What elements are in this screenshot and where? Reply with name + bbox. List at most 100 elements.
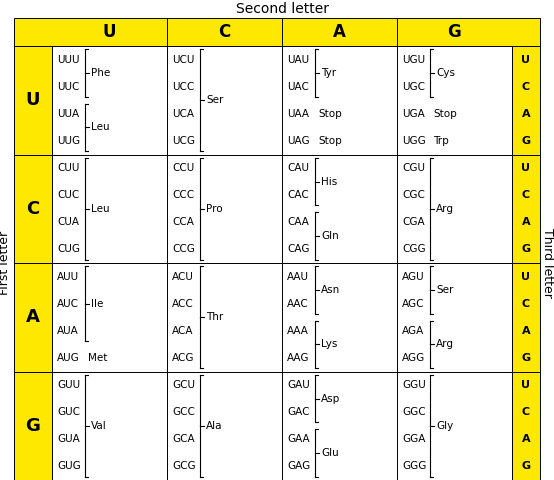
Text: CAA: CAA bbox=[287, 217, 309, 228]
Text: A: A bbox=[522, 217, 530, 228]
Text: UAA: UAA bbox=[287, 109, 309, 119]
Text: Phe: Phe bbox=[91, 68, 110, 78]
Text: First letter: First letter bbox=[0, 231, 12, 295]
Text: Ser: Ser bbox=[206, 95, 223, 105]
Text: AGU: AGU bbox=[402, 272, 424, 282]
Text: Ser: Ser bbox=[436, 285, 453, 295]
Text: Stop: Stop bbox=[318, 136, 342, 146]
Text: Tyr: Tyr bbox=[321, 68, 336, 78]
Text: CUC: CUC bbox=[57, 190, 79, 200]
Text: U: U bbox=[521, 55, 531, 65]
Text: UGC: UGC bbox=[402, 82, 425, 92]
Bar bbox=[14, 155, 52, 263]
Text: UAG: UAG bbox=[287, 136, 310, 146]
Text: UUA: UUA bbox=[57, 109, 79, 119]
Bar bbox=[512, 263, 540, 372]
Text: AUC: AUC bbox=[57, 299, 79, 309]
Bar bbox=[282, 372, 397, 480]
Bar bbox=[14, 18, 540, 46]
Text: AUG: AUG bbox=[57, 353, 80, 363]
Text: Pro: Pro bbox=[206, 204, 223, 214]
Bar bbox=[512, 155, 540, 263]
Text: CAU: CAU bbox=[287, 163, 309, 173]
Text: UGA: UGA bbox=[402, 109, 425, 119]
Text: Trp: Trp bbox=[433, 136, 449, 146]
Text: UCG: UCG bbox=[172, 136, 195, 146]
Text: AGA: AGA bbox=[402, 326, 424, 336]
Text: G: G bbox=[521, 136, 531, 146]
Text: GCU: GCU bbox=[172, 380, 195, 390]
Text: Glu: Glu bbox=[321, 448, 338, 458]
Text: U: U bbox=[521, 380, 531, 390]
Text: AAU: AAU bbox=[287, 272, 309, 282]
Text: A: A bbox=[522, 434, 530, 444]
Text: CCC: CCC bbox=[172, 190, 194, 200]
Text: CCU: CCU bbox=[172, 163, 194, 173]
Text: Cys: Cys bbox=[436, 68, 455, 78]
Text: ACG: ACG bbox=[172, 353, 194, 363]
Text: GAG: GAG bbox=[287, 461, 310, 471]
Text: UAU: UAU bbox=[287, 55, 309, 65]
Text: ACC: ACC bbox=[172, 299, 194, 309]
Text: Thr: Thr bbox=[206, 312, 223, 322]
Text: CAG: CAG bbox=[287, 244, 310, 254]
Text: Leu: Leu bbox=[91, 122, 110, 132]
Text: Stop: Stop bbox=[318, 109, 342, 119]
Bar bbox=[52, 46, 167, 155]
Text: AAA: AAA bbox=[287, 326, 309, 336]
Text: CGG: CGG bbox=[402, 244, 425, 254]
Text: CUU: CUU bbox=[57, 163, 79, 173]
Text: Gly: Gly bbox=[436, 421, 453, 431]
Text: G: G bbox=[448, 23, 461, 41]
Text: C: C bbox=[522, 82, 530, 92]
Text: GGA: GGA bbox=[402, 434, 425, 444]
Text: A: A bbox=[522, 326, 530, 336]
Bar bbox=[167, 155, 282, 263]
Text: UUG: UUG bbox=[57, 136, 80, 146]
Text: CGC: CGC bbox=[402, 190, 425, 200]
Text: AAC: AAC bbox=[287, 299, 309, 309]
Text: Val: Val bbox=[91, 421, 107, 431]
Bar bbox=[282, 263, 397, 372]
Text: A: A bbox=[333, 23, 346, 41]
Text: A: A bbox=[26, 308, 40, 326]
Text: GUC: GUC bbox=[57, 407, 80, 417]
Text: GGC: GGC bbox=[402, 407, 425, 417]
Text: CGU: CGU bbox=[402, 163, 425, 173]
Text: GCA: GCA bbox=[172, 434, 194, 444]
Text: GGU: GGU bbox=[402, 380, 426, 390]
Bar bbox=[282, 155, 397, 263]
Text: His: His bbox=[321, 177, 337, 187]
Text: UUU: UUU bbox=[57, 55, 80, 65]
Text: U: U bbox=[521, 163, 531, 173]
Bar bbox=[52, 155, 167, 263]
Text: GCC: GCC bbox=[172, 407, 195, 417]
Bar bbox=[14, 372, 52, 480]
Text: CUG: CUG bbox=[57, 244, 80, 254]
Bar bbox=[282, 46, 397, 155]
Bar bbox=[14, 263, 52, 372]
Text: U: U bbox=[521, 272, 531, 282]
Text: G: G bbox=[521, 353, 531, 363]
Text: GUA: GUA bbox=[57, 434, 80, 444]
Text: GAU: GAU bbox=[287, 380, 310, 390]
Text: C: C bbox=[522, 407, 530, 417]
Text: CCA: CCA bbox=[172, 217, 194, 228]
Text: AUU: AUU bbox=[57, 272, 79, 282]
Text: UAC: UAC bbox=[287, 82, 309, 92]
Bar bbox=[52, 263, 167, 372]
Text: GGG: GGG bbox=[402, 461, 427, 471]
Bar bbox=[167, 263, 282, 372]
Text: AGG: AGG bbox=[402, 353, 425, 363]
Text: Arg: Arg bbox=[436, 339, 454, 349]
Text: AAG: AAG bbox=[287, 353, 310, 363]
Text: U: U bbox=[25, 91, 40, 109]
Text: Second letter: Second letter bbox=[235, 2, 329, 16]
Text: Asn: Asn bbox=[321, 285, 340, 295]
Text: G: G bbox=[25, 417, 40, 435]
Text: UCA: UCA bbox=[172, 109, 194, 119]
Text: G: G bbox=[521, 461, 531, 471]
Bar bbox=[167, 46, 282, 155]
Text: Asp: Asp bbox=[321, 394, 340, 404]
Text: AUA: AUA bbox=[57, 326, 79, 336]
